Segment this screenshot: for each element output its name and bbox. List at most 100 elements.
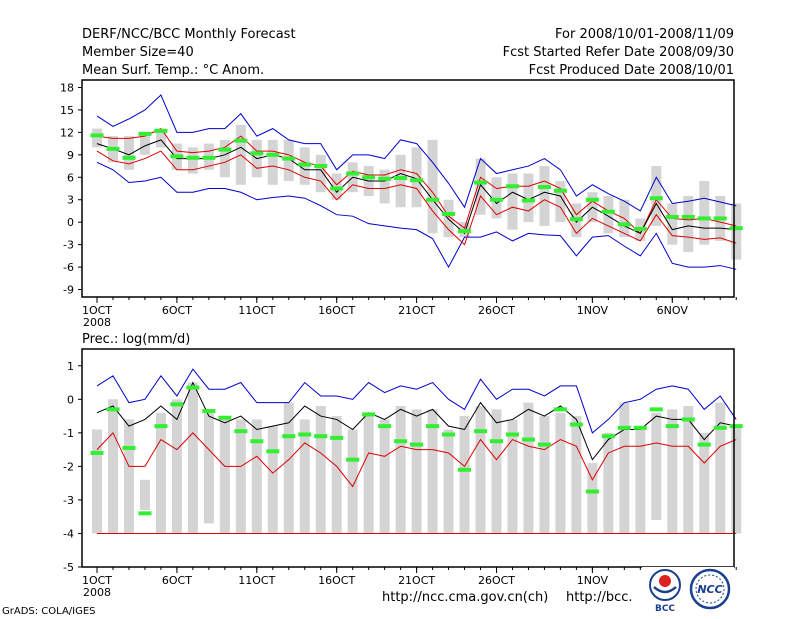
y-tick-label: -3 (63, 494, 74, 507)
observation-mark (298, 162, 312, 167)
observation-mark (394, 176, 408, 181)
observation-mark (394, 439, 408, 444)
variable-label: Mean Surf. Temp.: °C Anom. (82, 63, 265, 78)
observation-mark (442, 211, 456, 216)
spread-box (123, 136, 134, 170)
spread-box (171, 399, 182, 534)
spread-box (731, 203, 742, 260)
observation-mark (553, 407, 567, 412)
spread-box (731, 426, 742, 534)
spread-box (379, 419, 390, 534)
observation-mark (314, 164, 328, 169)
spread-box (203, 409, 214, 524)
x-tick-label: 1OCT (82, 574, 112, 587)
bcc-url[interactable]: http://bcc. (566, 590, 633, 605)
spread-box (651, 412, 662, 521)
spread-box (475, 158, 486, 215)
year-label: 2008 (83, 316, 111, 329)
observation-mark (202, 155, 216, 160)
observation-mark (490, 197, 503, 202)
x-tick-label: 16OCT (318, 574, 355, 587)
spread-box (539, 416, 550, 534)
spread-box (555, 412, 566, 534)
spread-box (699, 432, 710, 534)
spread-box (683, 406, 694, 534)
spread-box (443, 429, 454, 534)
observation-mark (378, 176, 392, 181)
observation-mark (665, 214, 679, 219)
spread-box (155, 128, 166, 148)
observation-mark (713, 216, 727, 221)
observation-mark (505, 432, 519, 437)
spread-box (427, 409, 438, 534)
spread-box (251, 419, 262, 534)
spread-box (139, 479, 150, 510)
y-tick-label: 0 (67, 393, 74, 406)
observation-mark (601, 434, 615, 439)
spread-box (475, 406, 486, 534)
observation-mark (442, 432, 456, 437)
member-size: Member Size=40 (82, 45, 194, 60)
bcc-logo: BCC (649, 569, 681, 614)
observation-mark (154, 128, 168, 133)
x-tick-label: 6NOV (657, 304, 689, 317)
spread-box (667, 409, 678, 534)
spread-box (267, 426, 278, 534)
observation-mark (346, 171, 360, 176)
observation-mark (537, 442, 551, 447)
spread-box (219, 139, 230, 178)
spread-box (539, 166, 550, 226)
observation-mark (426, 197, 440, 202)
spread-box (667, 203, 678, 245)
y-tick-label: -2 (63, 460, 74, 473)
x-tick-label: 11OCT (238, 574, 275, 587)
x-tick-label: 11OCT (238, 304, 275, 317)
observation-mark (490, 439, 503, 444)
observation-mark (250, 151, 264, 156)
x-tick-label: 26OCT (478, 574, 515, 587)
spread-box (315, 406, 326, 534)
observation-mark (378, 424, 392, 429)
y-tick-label: 18 (60, 81, 74, 94)
observation-mark (170, 154, 184, 159)
observation-mark (202, 409, 216, 414)
observation-mark (649, 196, 663, 201)
observation-mark (521, 198, 535, 203)
spread-box (235, 419, 246, 534)
spread-box (315, 154, 326, 193)
observation-mark (697, 442, 711, 447)
observation-mark (330, 435, 344, 440)
start-date: Fcst Started Refer Date 2008/09/30 (502, 45, 734, 60)
spread-box (395, 154, 406, 208)
x-tick-label: 21OCT (398, 574, 435, 587)
observation-mark (681, 214, 695, 219)
spread-box (507, 173, 518, 230)
observation-mark (314, 434, 328, 439)
observation-mark (697, 216, 711, 221)
observation-mark (633, 425, 647, 430)
y-tick-label: -3 (63, 239, 74, 252)
observation-mark (218, 147, 232, 152)
spread-box (123, 419, 134, 534)
spread-box (699, 181, 710, 245)
observation-mark (617, 425, 631, 430)
observation-mark (138, 131, 152, 136)
ensemble-max-line (96, 368, 737, 434)
plot-frame (81, 348, 735, 568)
spread-box (523, 173, 534, 223)
observation-mark (122, 445, 136, 450)
spread-box (92, 128, 102, 148)
spread-box (187, 382, 198, 534)
observation-mark (729, 424, 743, 429)
spread-box (187, 147, 198, 174)
plot-frame (81, 79, 735, 298)
observation-mark (186, 385, 200, 390)
spread-box (155, 412, 166, 534)
observation-mark (474, 180, 488, 185)
x-tick-label: 1NOV (577, 574, 609, 587)
spread-box (715, 402, 726, 534)
observation-mark (665, 424, 679, 429)
x-tick-label: 26OCT (478, 304, 515, 317)
ncc-url[interactable]: http://ncc.cma.gov.cn(ch) (382, 590, 549, 605)
spread-box (395, 406, 406, 534)
